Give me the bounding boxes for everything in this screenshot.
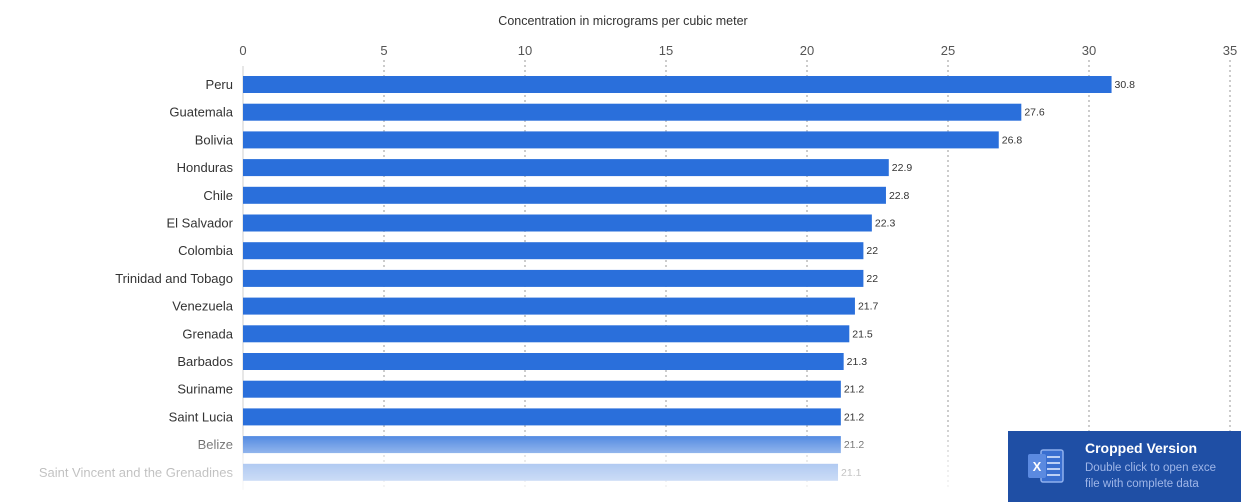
banner-message-line2: file with complete data [1085, 478, 1199, 490]
x-tick-label: 35 [1223, 43, 1237, 58]
value-label: 22.8 [889, 190, 910, 202]
banner-title: Cropped Version [1085, 440, 1198, 456]
x-tick-label: 30 [1082, 43, 1096, 58]
x-tick-label: 10 [518, 43, 532, 58]
category-label: Peru [206, 77, 233, 92]
category-label: Colombia [178, 243, 234, 258]
value-label: 22.3 [875, 218, 896, 230]
bar [243, 269, 864, 287]
value-label: 21.3 [847, 356, 868, 368]
x-tick-labels: 0 5 10 15 20 25 30 35 [239, 43, 1237, 58]
x-tick-label: 5 [380, 43, 387, 58]
value-label: 21.2 [844, 439, 865, 451]
bar [243, 408, 841, 426]
category-label: Venezuela [172, 299, 233, 314]
value-label: 27.6 [1024, 107, 1045, 119]
bar [243, 353, 844, 370]
category-label: Guatemala [169, 105, 233, 120]
value-label: 21.5 [852, 328, 873, 340]
value-labels: 30.8 27.6 26.8 22.9 22.8 22.3 22 22 21.7 21.5 21.3… [841, 79, 1135, 479]
bar [243, 186, 886, 204]
x-tick-label: 15 [659, 43, 673, 58]
bar [243, 131, 999, 149]
value-label: 26.8 [1002, 134, 1023, 146]
bar [243, 76, 1112, 93]
x-axis-label: Concentration in micrograms per cubic me… [498, 14, 747, 28]
value-label: 21.2 [844, 384, 865, 396]
x-tick-label: 25 [941, 43, 955, 58]
category-label: Saint Vincent and the Grenadines [39, 465, 234, 480]
category-label: El Salvador [167, 216, 234, 231]
value-label: 22 [866, 273, 878, 285]
category-label: Bolivia [195, 132, 234, 147]
value-label: 22 [866, 245, 878, 257]
bar [243, 297, 855, 315]
bars [243, 76, 1112, 481]
svg-text:X: X [1033, 459, 1042, 474]
bar [243, 436, 841, 454]
excel-icon: X [1028, 449, 1064, 483]
bar [243, 380, 841, 398]
category-label: Suriname [177, 382, 233, 397]
category-label: Honduras [177, 160, 234, 175]
banner-message-line1: Double click to open exce [1085, 462, 1217, 474]
category-label: Trinidad and Tobago [115, 271, 233, 286]
category-label: Chile [203, 188, 233, 203]
value-label: 21.7 [858, 301, 879, 313]
value-label: 22.9 [892, 162, 913, 174]
category-labels: Peru Guatemala Bolivia Honduras Chile El Salv… [39, 77, 234, 480]
category-label: Barbados [177, 354, 233, 369]
category-label: Grenada [182, 326, 233, 341]
bar [243, 159, 889, 177]
bar [243, 214, 872, 232]
category-label: Belize [198, 437, 233, 452]
bar [243, 325, 850, 343]
bar [243, 463, 839, 481]
bar [243, 242, 864, 260]
bar [243, 103, 1022, 121]
value-label: 21.1 [841, 467, 862, 479]
cropped-version-banner[interactable]: X Cropped Version Double click to open e… [1008, 431, 1241, 502]
value-label: 21.2 [844, 411, 865, 423]
category-label: Saint Lucia [169, 409, 234, 424]
x-tick-label: 20 [800, 43, 814, 58]
value-label: 30.8 [1115, 79, 1136, 91]
x-tick-label: 0 [239, 43, 246, 58]
